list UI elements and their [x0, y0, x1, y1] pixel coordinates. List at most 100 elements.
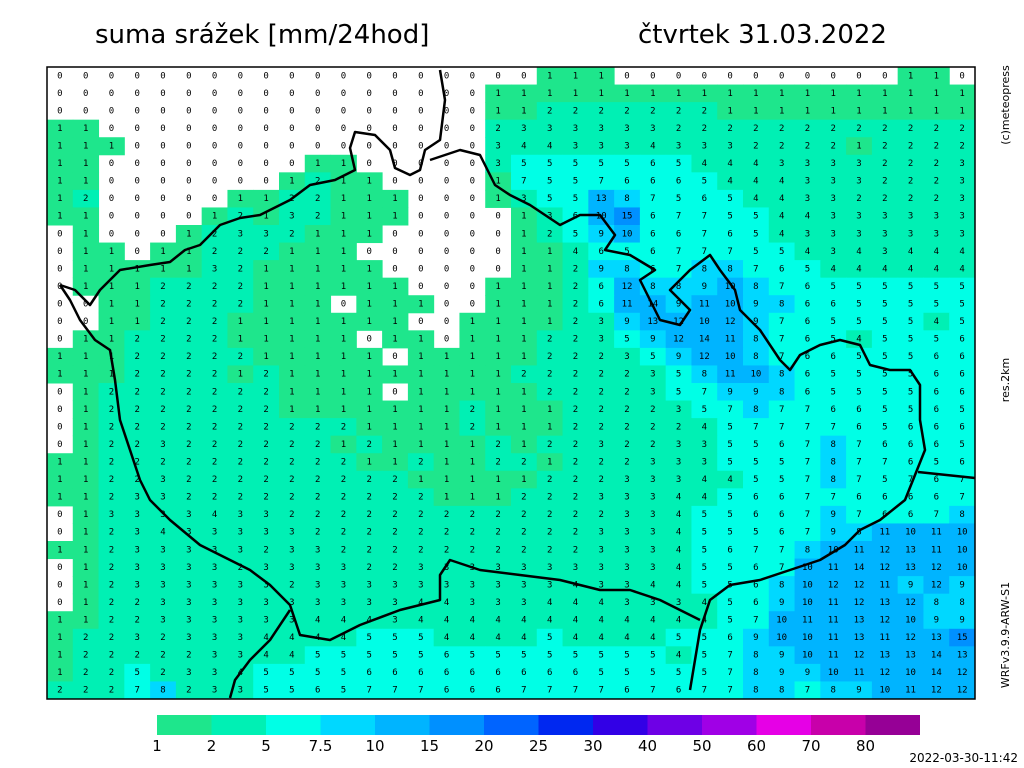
- precip-cell: [923, 435, 950, 454]
- precip-cell: [691, 576, 718, 595]
- cell-value: 2: [547, 106, 552, 116]
- cell-value: 6: [805, 317, 810, 327]
- precip-cell: [98, 681, 125, 700]
- cell-value: 1: [57, 458, 62, 468]
- precip-cell: [743, 505, 770, 524]
- precip-cell: [124, 593, 151, 612]
- precip-cell: [536, 488, 564, 507]
- cell-value: 0: [367, 247, 372, 257]
- precip-cell: [227, 330, 254, 349]
- precip-cell: [743, 646, 770, 665]
- precip-cell: [201, 628, 228, 647]
- precip-cell: [871, 470, 899, 489]
- precip-cell: [124, 400, 151, 419]
- precip-cell: [536, 523, 564, 542]
- cell-value: 0: [57, 563, 62, 573]
- cell-value: 1: [160, 247, 165, 257]
- cell-value: 2: [341, 422, 346, 432]
- legend-swatch: [756, 715, 811, 735]
- cell-value: 4: [470, 616, 475, 626]
- precip-cell: [717, 330, 744, 349]
- cell-value: 6: [753, 598, 758, 608]
- cell-value: 4: [315, 616, 320, 626]
- cell-value: 8: [779, 300, 784, 310]
- precip-cell: [304, 207, 332, 226]
- cell-value: 7: [702, 686, 707, 696]
- precip-cell: [72, 207, 100, 226]
- precip-cell: [356, 488, 383, 507]
- precip-cell: [768, 207, 796, 226]
- precip-cell: [98, 576, 125, 595]
- cell-value: 11: [879, 580, 890, 590]
- precip-cell: [72, 189, 100, 208]
- cell-value: 3: [135, 563, 140, 573]
- cell-value: 3: [702, 458, 707, 468]
- precip-cell: [871, 189, 899, 208]
- precip-cell: [949, 260, 976, 279]
- cell-value: 5: [135, 668, 140, 678]
- cell-value: 6: [856, 422, 861, 432]
- cell-value: 0: [238, 142, 243, 152]
- cell-value: 3: [315, 580, 320, 590]
- cell-value: 1: [702, 89, 707, 99]
- precip-cell: [175, 628, 203, 647]
- precip-cell: [743, 225, 770, 244]
- cell-value: 3: [186, 528, 191, 538]
- cell-value: 3: [109, 510, 114, 520]
- cell-value: 2: [676, 106, 681, 116]
- cell-value: 2: [109, 563, 114, 573]
- cell-value: 3: [289, 528, 294, 538]
- precip-cell: [201, 558, 228, 577]
- cell-value: 3: [341, 598, 346, 608]
- precip-cell: [124, 383, 151, 402]
- precip-cell: [562, 435, 589, 454]
- cell-value: 1: [624, 89, 629, 99]
- cell-value: 1: [521, 352, 526, 362]
- cell-value: 4: [521, 633, 526, 643]
- precip-cell: [356, 576, 383, 595]
- precip-cell: [253, 400, 280, 419]
- cell-value: 2: [573, 264, 578, 274]
- cell-value: 0: [289, 89, 294, 99]
- cell-value: 4: [624, 616, 629, 626]
- cell-value: 8: [753, 651, 758, 661]
- cell-value: 1: [289, 352, 294, 362]
- precip-cell: [485, 453, 512, 472]
- cell-value: 6: [495, 668, 500, 678]
- cell-value: 1: [367, 458, 372, 468]
- cell-value: 2: [83, 194, 88, 204]
- cell-value: 3: [521, 124, 526, 134]
- cell-value: 0: [212, 177, 217, 187]
- precip-cell: [536, 646, 564, 665]
- cell-value: 1: [83, 212, 88, 222]
- precip-cell: [485, 295, 512, 314]
- precip-cell: [691, 558, 718, 577]
- precip-cell: [639, 154, 667, 173]
- precip-cell: [279, 225, 306, 244]
- precip-cell: [639, 207, 667, 226]
- cell-value: 8: [831, 458, 836, 468]
- cell-value: 6: [676, 177, 681, 187]
- cell-value: 2: [160, 387, 165, 397]
- precip-cell: [949, 172, 976, 191]
- cell-value: 0: [109, 212, 114, 222]
- precip-cell: [72, 505, 100, 524]
- precip-cell: [253, 453, 280, 472]
- cell-value: 2: [238, 264, 243, 274]
- cell-value: 4: [599, 633, 604, 643]
- precip-cell: [949, 523, 976, 542]
- date: čtvrtek 31.03.2022: [638, 20, 887, 50]
- cell-value: 4: [727, 475, 732, 485]
- precip-cell: [820, 418, 847, 437]
- precip-cell: [124, 646, 151, 665]
- cell-value: 3: [547, 563, 552, 573]
- cell-value: 0: [135, 177, 140, 187]
- cell-value: 5: [831, 387, 836, 397]
- cell-value: 2: [160, 300, 165, 310]
- precip-cell: [846, 435, 873, 454]
- cell-value: 12: [879, 563, 890, 573]
- precip-cell: [743, 189, 770, 208]
- precip-cell: [47, 541, 74, 560]
- cell-value: 5: [650, 651, 655, 661]
- cell-value: 7: [908, 475, 913, 485]
